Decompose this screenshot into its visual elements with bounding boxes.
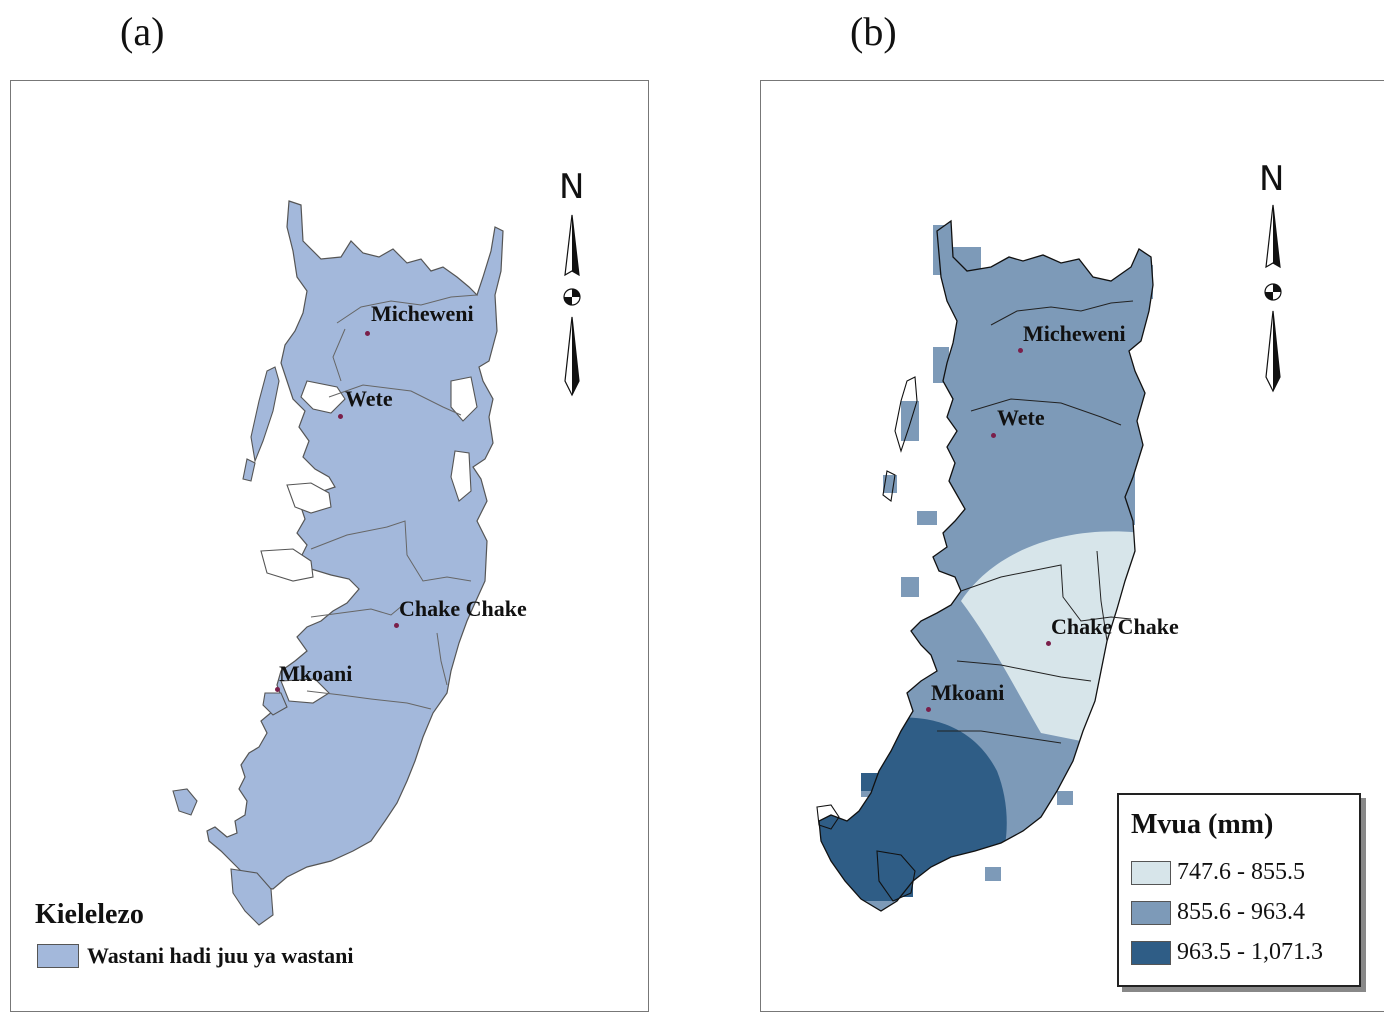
- place-dot-wete-a: [338, 414, 343, 419]
- place-dot-mkoani-b: [926, 707, 931, 712]
- panel-a-label: (a): [120, 9, 165, 54]
- map-frame-b: N Micheweni Wete Chake Chake Mkoani Mvua…: [760, 80, 1384, 1012]
- legend-swatch-low-b: [1131, 860, 1171, 885]
- legend-swatch-high-b: [1131, 940, 1171, 965]
- place-label-micheweni-b: Micheweni: [1023, 321, 1126, 346]
- legend-label-high-b: 963.5 - 1,071.3: [1177, 939, 1323, 965]
- place-dot-micheweni-b: [1018, 348, 1023, 353]
- panel-b-label: (b): [850, 9, 897, 54]
- map-a-svg: [172, 200, 504, 926]
- place-label-chake-chake-a: Chake Chake: [399, 596, 527, 621]
- place-label-micheweni-a: Micheweni: [371, 301, 474, 326]
- legend-label-low-b: 747.6 - 855.5: [1177, 859, 1305, 885]
- legend-label-mid-b: 855.6 - 963.4: [1177, 899, 1305, 925]
- place-label-mkoani-a: Mkoani: [279, 661, 353, 686]
- legend-swatch-mid-b: [1131, 900, 1171, 925]
- north-arrow-icon-a: [563, 214, 581, 397]
- legend-title-b: Mvua (mm): [1131, 809, 1274, 840]
- north-label-a: N: [559, 167, 585, 207]
- place-dot-chake-chake-b: [1046, 641, 1051, 646]
- place-label-mkoani-b: Mkoani: [931, 680, 1005, 705]
- place-dot-chake-chake-a: [394, 623, 399, 628]
- legend-title-a: Kielelezo: [35, 899, 144, 930]
- legend-label-a: Wastani hadi juu ya wastani: [87, 943, 354, 968]
- place-dot-wete-b: [991, 433, 996, 438]
- place-label-wete-b: Wete: [997, 405, 1045, 430]
- legend-item-low-b: 747.6 - 855.5: [1131, 859, 1305, 886]
- north-label-b: N: [1259, 159, 1285, 199]
- place-dot-micheweni-a: [365, 331, 370, 336]
- map-b-svg: [816, 219, 1154, 912]
- legend-item-a: Wastani hadi juu ya wastani: [37, 943, 354, 969]
- north-arrow-icon-b: [1264, 204, 1282, 393]
- legend-box-b: Mvua (mm) 747.6 - 855.5 855.6 - 963.4 96…: [1117, 793, 1361, 987]
- place-dot-mkoani-a: [275, 687, 280, 692]
- map-frame-a: N Micheweni Wete Chake Chake Mkoani Kiel…: [10, 80, 649, 1012]
- place-label-wete-a: Wete: [345, 386, 393, 411]
- place-label-chake-chake-b: Chake Chake: [1051, 614, 1179, 639]
- legend-item-high-b: 963.5 - 1,071.3: [1131, 939, 1323, 966]
- legend-item-mid-b: 855.6 - 963.4: [1131, 899, 1305, 926]
- legend-swatch-a: [37, 944, 79, 968]
